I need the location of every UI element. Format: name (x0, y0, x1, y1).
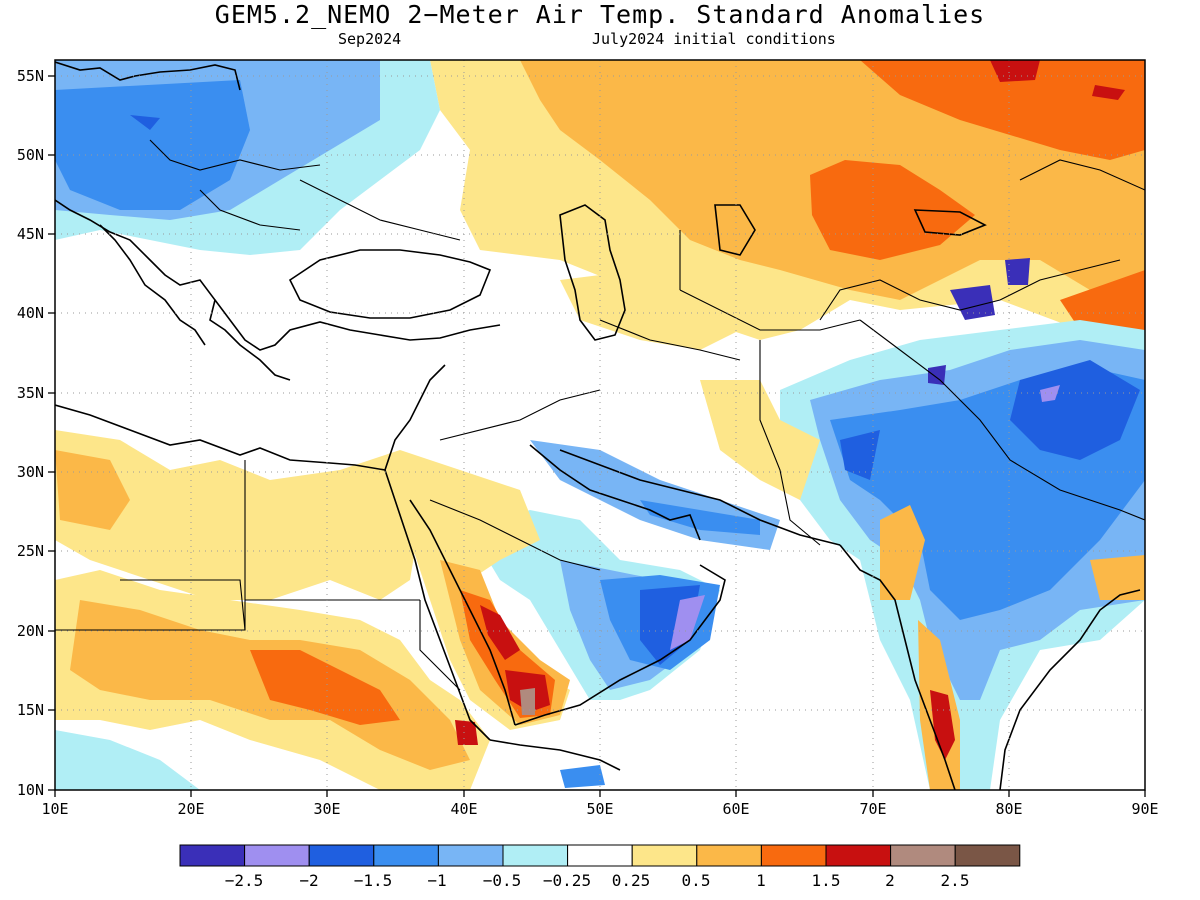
legend-swatch (373, 844, 439, 867)
legend-swatch (308, 844, 375, 867)
anomaly-warm-iran-1 (700, 380, 820, 500)
legend-swatch (437, 844, 504, 867)
anomaly-warm-iran-2 (560, 270, 740, 350)
legend-swatch (567, 844, 633, 867)
coastlines (55, 61, 1141, 790)
legend-label: −0.25 (543, 871, 591, 890)
anomaly-cold-india-4 (840, 430, 880, 480)
legend-swatch (244, 844, 310, 867)
legend-swatch (696, 844, 762, 867)
lat-label: 55N (17, 67, 44, 85)
lat-label: 45N (17, 225, 44, 243)
initial-conditions: July2024 initial conditions (592, 30, 836, 48)
lon-label: 60E (722, 800, 749, 818)
anomaly-cold-tajik (950, 285, 995, 320)
anomaly-warm-africa-1 (55, 450, 130, 530)
legend-label: 1.5 (812, 871, 841, 890)
lon-label: 80E (995, 800, 1022, 818)
latitude-labels: 55N 50N 45N 40N 35N 30N 25N 20N 15N 10N (17, 67, 44, 799)
anomaly-warm-arabia (400, 450, 570, 730)
legend-label: 1 (756, 871, 766, 890)
lon-label: 30E (313, 800, 340, 818)
legend-labels: −2.5 −2 −1.5 −1 −0.5 −0.25 0.25 0.5 1 1.… (225, 871, 970, 890)
anomaly-cold-europe-3 (130, 115, 160, 130)
lat-label: 20N (17, 622, 44, 640)
lon-label: 40E (450, 800, 477, 818)
legend-label: −2 (299, 871, 318, 890)
legend-label: 0.25 (612, 871, 651, 890)
lon-label: 90E (1131, 800, 1158, 818)
lon-label: 20E (177, 800, 204, 818)
legend-swatch (179, 844, 246, 867)
anomaly-warm-india (880, 505, 925, 600)
lat-label: 50N (17, 146, 44, 164)
anomaly-cold-somalia (560, 765, 605, 788)
lon-label: 70E (859, 800, 886, 818)
anomaly-warm-africa (55, 430, 420, 600)
anomaly-warm-siberia-3 (1092, 85, 1125, 100)
anomaly-cold-tajik-1 (1005, 258, 1030, 285)
forecast-month: Sep2024 (338, 30, 402, 48)
legend-label: 0.5 (682, 871, 711, 890)
legend-label: 2 (885, 871, 895, 890)
legend-swatch (631, 844, 698, 867)
anomaly-warm-sudan (250, 650, 400, 725)
longitude-labels: 10E 20E 30E 40E 50E 60E 70E 80E 90E (41, 800, 1158, 818)
anomaly-cold-gulf-1 (640, 500, 760, 535)
anomaly-cold-europe-2 (55, 80, 250, 210)
legend-swatch (502, 844, 569, 867)
anomaly-warm-yemen-3 (520, 688, 535, 715)
anomaly-warm-yemen-1 (480, 605, 520, 660)
anomaly-warm-india-2 (930, 690, 955, 760)
legend-swatch (954, 844, 1021, 867)
anomaly-warm-ethiopia (1090, 555, 1145, 600)
lat-label: 10N (17, 781, 44, 799)
legend-label: −0.5 (483, 871, 522, 890)
legend-swatch (825, 844, 892, 867)
anomaly-warm-eritrea (455, 720, 478, 745)
legend-label: −1.5 (354, 871, 393, 890)
anomaly-cold-india-3 (1010, 360, 1140, 460)
anomaly-fields (55, 60, 1145, 790)
legend-swatch (760, 844, 827, 867)
anomaly-cold-tajik-2 (928, 365, 946, 385)
political-borders (55, 139, 1145, 691)
tick-marks (48, 75, 1146, 797)
map-title: GEM5.2_NEMO 2−Meter Air Temp. Standard A… (214, 0, 986, 29)
anomaly-warm-siberia (860, 60, 1145, 160)
lat-label: 30N (17, 463, 44, 481)
anomaly-warm-kazakh (810, 160, 975, 260)
anomaly-cold-oman-2 (670, 595, 705, 650)
legend-label: 2.5 (941, 871, 970, 890)
lat-label: 40N (17, 304, 44, 322)
anomaly-cold-africa (55, 730, 200, 790)
anomaly-cold-india-5 (1040, 385, 1060, 402)
lat-label: 35N (17, 384, 44, 402)
lat-label: 15N (17, 701, 44, 719)
legend-label: −2.5 (225, 871, 264, 890)
lon-label: 50E (586, 800, 613, 818)
legend-swatch (890, 844, 956, 867)
color-legend (179, 844, 1021, 867)
lat-label: 25N (17, 542, 44, 560)
lon-label: 10E (41, 800, 68, 818)
legend-label: −1 (427, 871, 446, 890)
